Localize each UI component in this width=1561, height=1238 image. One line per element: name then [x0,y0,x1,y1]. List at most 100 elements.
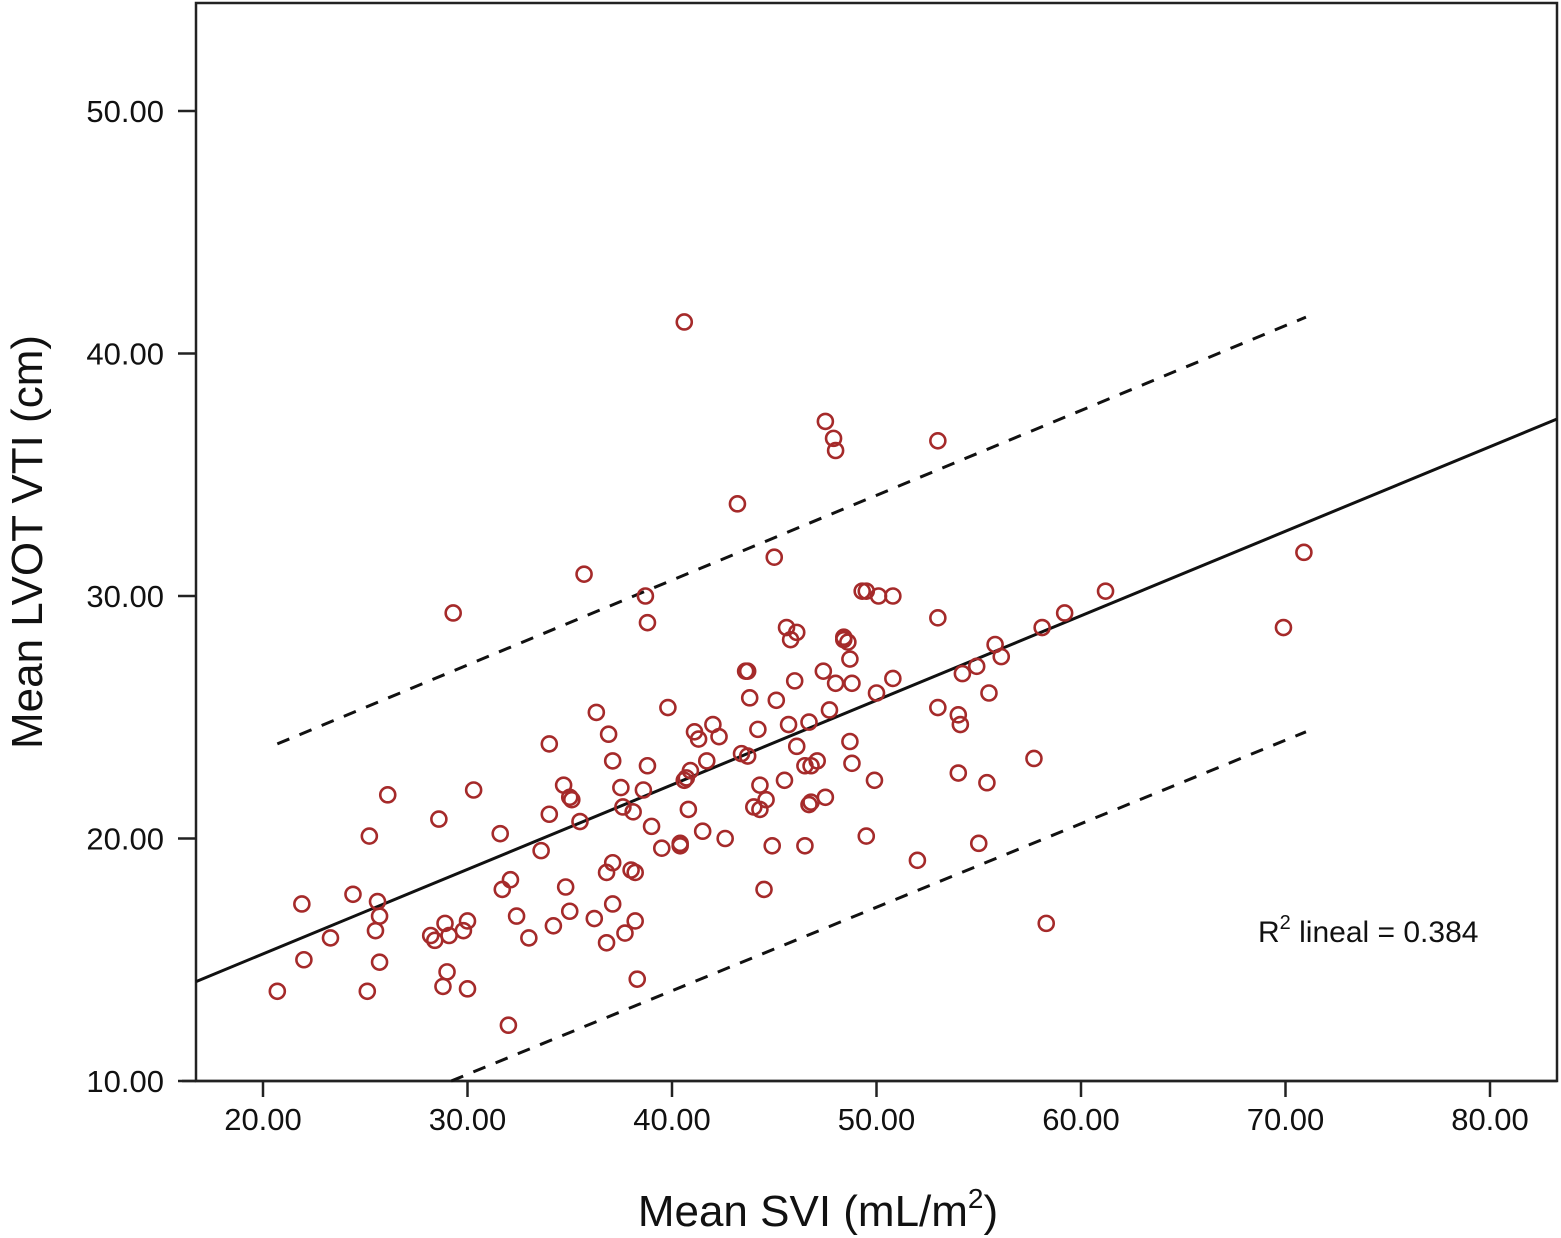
data-point [501,870,520,889]
data-point [444,604,462,622]
data-point [929,431,947,450]
data-point [603,853,622,872]
data-point [652,839,671,858]
data-point [716,829,734,848]
data-point [370,953,389,971]
r-squared-value: lineal = 0.384 [1291,916,1479,949]
data-point [814,662,833,680]
data-point [556,878,575,896]
data-point [634,781,653,799]
y-tick-label: 10.00 [86,1064,164,1099]
y-tick-label: 20.00 [86,822,164,857]
data-point [884,587,902,605]
data-point [779,715,798,734]
data-point [751,776,769,794]
data-point [597,933,616,952]
data-point [978,773,996,792]
y-axis: 10.00 20.00 30.00 40.00 50.00 [86,94,196,1099]
y-axis-title: Mean LVOT VTI (cm) [3,335,52,749]
data-point [520,929,538,947]
data-point [1025,749,1043,768]
data-point [980,684,998,702]
data-point [585,909,604,928]
x-axis-title: Mean SVI (mL/m2) [638,1183,998,1236]
data-point [507,907,526,925]
data-point [321,929,340,947]
data-point [967,657,986,676]
data-point [628,970,647,988]
data-point [787,737,806,756]
data-point [614,798,632,816]
data-point [458,912,477,930]
data-point [544,916,563,935]
data-point [571,812,589,831]
data-point [587,703,606,722]
data-point [816,788,835,807]
data-point [710,727,728,746]
data-point [1033,618,1051,637]
x-tick-label: 70.00 [1247,1102,1325,1137]
data-point [638,613,657,632]
r-squared-prefix: R [1258,916,1280,949]
data-point [775,771,794,790]
data-point [787,623,806,642]
data-point [681,761,700,780]
data-point [436,914,454,933]
data-point [749,720,767,739]
data-point [626,863,644,882]
y-tick-label: 50.00 [86,94,164,129]
x-axis-title-sup: 2 [968,1183,984,1214]
x-tick-label: 50.00 [838,1102,916,1137]
data-point [693,822,712,841]
data-point [826,441,845,460]
data-point [603,895,622,913]
data-point [728,495,747,513]
x-axis: 20.00 30.00 40.00 50.00 60.00 70.00 80.00 [182,1079,1557,1137]
data-point [344,885,362,904]
data-point [532,841,550,860]
data-point [969,834,988,853]
data-point [540,735,559,753]
data-point [992,647,1011,666]
ci-lower-line [450,730,1307,1083]
data-point [841,732,859,751]
data-point [438,963,456,981]
x-tick-label: 80.00 [1451,1102,1529,1137]
data-point [358,982,377,1001]
x-tick-label: 60.00 [1042,1102,1120,1137]
data-point [800,713,818,731]
data-point [1295,543,1313,562]
x-tick-label: 40.00 [633,1102,711,1137]
data-point [454,921,473,940]
data-point [1096,582,1115,600]
data-point [360,827,379,845]
data-point [464,781,483,799]
data-point [638,756,657,775]
data-point [867,684,886,702]
x-axis-title-main: Mean SVI (mL/m [638,1187,968,1236]
data-point [421,926,440,945]
data-point [659,698,677,717]
data-point [763,836,782,855]
data-point [826,674,845,693]
data-point [491,824,510,843]
data-point [560,902,579,921]
data-point [820,701,839,719]
data-point [857,827,876,845]
x-tick-label: 30.00 [429,1102,507,1137]
data-point [765,548,784,567]
data-point [777,618,796,637]
data-point [755,880,773,899]
data-point [689,730,708,748]
data-point [953,664,972,683]
r-squared-annotation: R2 lineal = 0.384 [1258,912,1478,949]
data-point [738,747,757,765]
data-point [268,982,287,1001]
plot-frame [194,1,1559,1083]
y-tick-label: 30.00 [86,579,164,614]
x-tick-label: 20.00 [224,1102,302,1137]
data-point [800,795,818,814]
data-point [458,980,477,998]
data-point [636,587,655,605]
data-point [757,790,775,809]
